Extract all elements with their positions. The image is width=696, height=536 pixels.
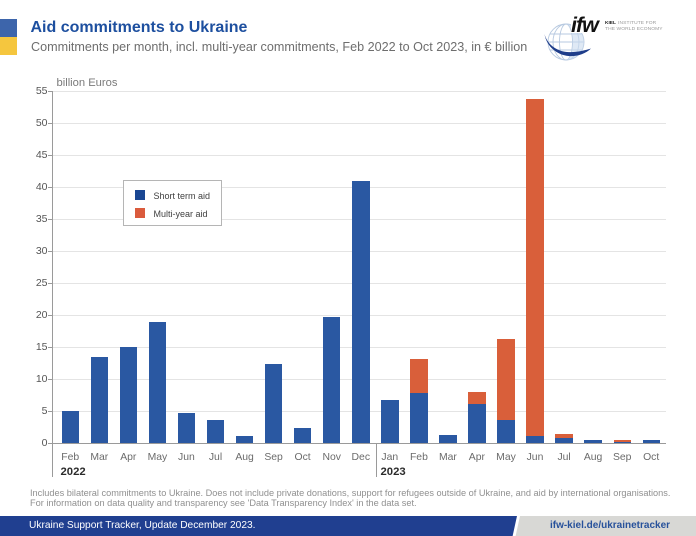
svg-text:KIEL: KIEL <box>605 20 616 26</box>
svg-text:THE WORLD ECONOMY: THE WORLD ECONOMY <box>605 26 663 32</box>
svg-text:INSTITUTE FOR: INSTITUTE FOR <box>618 20 657 26</box>
svg-text:ifw: ifw <box>571 13 600 37</box>
